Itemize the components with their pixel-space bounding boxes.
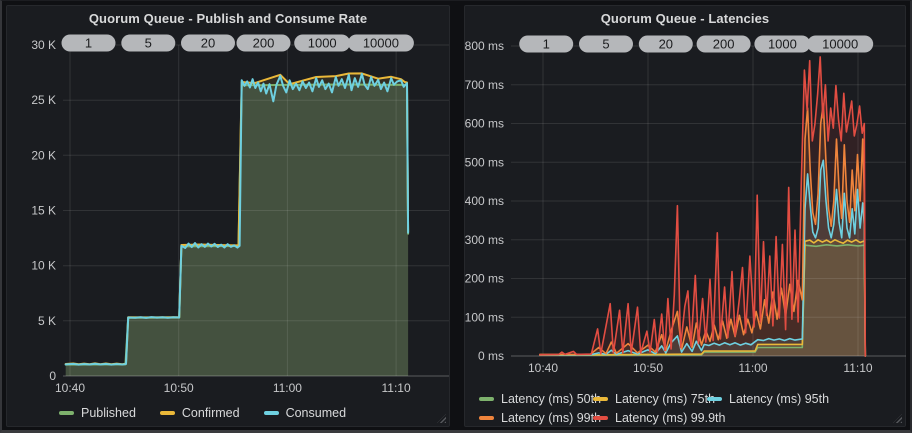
legend-item[interactable]: Confirmed	[159, 405, 240, 420]
panel-resize-handle-icon[interactable]	[437, 414, 446, 423]
y-tick-label: 0	[49, 369, 56, 383]
legend-label: Latency (ms) 50th	[501, 391, 602, 406]
legend-label: Latency (ms) 95th	[729, 391, 830, 406]
x-tick-label: 11:10	[382, 381, 411, 395]
y-tick-label: 100 ms	[465, 310, 504, 324]
y-tick-label: 15 K	[31, 204, 56, 218]
legend-item[interactable]: Latency (ms) 99th	[479, 411, 601, 425]
annotation-pill-label[interactable]: 20	[659, 37, 673, 52]
annotation-pill-label[interactable]: 1	[85, 36, 92, 51]
annotation-pill[interactable]	[347, 34, 414, 52]
x-tick-label: 11:10	[843, 361, 872, 375]
x-tick-label: 11:00	[738, 361, 767, 375]
x-tick-label: 10:50	[164, 381, 194, 395]
annotation-markers: 1 5 20 200 1000 10000	[61, 34, 414, 52]
y-tick-label: 300 ms	[465, 233, 504, 247]
legend-label: Consumed	[285, 405, 347, 420]
legend: Latency (ms) 50th Latency (ms) 75th Latenc…	[479, 389, 829, 427]
panel-title[interactable]: Quorum Queue - Publish and Consume Rate	[88, 11, 368, 26]
y-tick-label: 200 ms	[465, 272, 504, 286]
y-tick-label: 20 K	[31, 148, 56, 162]
y-tick-label: 30 K	[31, 38, 56, 52]
legend-swatch-icon	[593, 396, 608, 401]
y-tick-label: 400 ms	[465, 194, 504, 208]
latencies-chart[interactable]: 0 ms 100 ms 200 ms 300 ms 400 ms 500 ms 600 ms…	[465, 6, 906, 426]
y-tick-label: 500 ms	[465, 155, 504, 169]
annotation-pill[interactable]	[519, 35, 574, 53]
legend-item[interactable]: Published	[59, 406, 136, 420]
legend-row: Latency (ms) 99th Latency (ms) 99.9th	[479, 408, 821, 427]
panel-publish-consume-rate: Quorum Queue - Publish and Consume Rate …	[6, 5, 450, 427]
series-line	[539, 239, 867, 357]
y-tick-label: 25 K	[31, 93, 56, 107]
annotation-pill[interactable]	[579, 35, 633, 53]
series-line	[64, 72, 410, 366]
annotation-pill-label[interactable]: 200	[253, 36, 275, 51]
annotation-pill-label[interactable]: 10000	[822, 37, 858, 52]
y-tick-label: 5 K	[38, 314, 56, 328]
legend-swatch-icon	[263, 410, 279, 415]
axis-tick-labels: 0 ms 100 ms 200 ms 300 ms 400 ms 500 ms 600 ms…	[465, 39, 873, 375]
legend-swatch-icon	[707, 396, 722, 401]
legend-item[interactable]: Latency (ms) 75th	[593, 392, 715, 406]
legend-swatch-icon	[159, 410, 175, 415]
y-tick-label: 10 K	[31, 259, 56, 273]
legend-item[interactable]: Consumed	[263, 405, 347, 420]
legend: Published Confirmed Consumed	[59, 403, 370, 422]
series-lines	[539, 56, 867, 357]
annotation-pill[interactable]	[121, 34, 176, 52]
legend-label: Latency (ms) 99th	[501, 410, 602, 425]
panel-title[interactable]: Quorum Queue - Latencies	[600, 11, 770, 26]
series-line	[539, 159, 867, 357]
annotation-pill-label[interactable]: 1000	[308, 36, 337, 51]
legend-item[interactable]: Latency (ms) 99.9th	[593, 411, 725, 425]
y-tick-label: 800 ms	[465, 39, 504, 53]
series-fills	[539, 56, 866, 357]
series-fills	[65, 73, 409, 377]
annotation-pill[interactable]	[236, 34, 291, 52]
annotation-pill-label[interactable]: 5	[145, 36, 152, 51]
legend-item[interactable]: Latency (ms) 95th	[707, 392, 829, 406]
x-tick-label: 11:00	[273, 381, 302, 395]
legend-label: Latency (ms) 99.9th	[615, 410, 726, 425]
legend-label: Confirmed	[181, 405, 240, 420]
annotation-pill[interactable]	[696, 35, 751, 53]
panel-resize-handle-icon[interactable]	[893, 414, 902, 423]
legend-swatch-icon	[59, 410, 74, 415]
annotation-pill-label[interactable]: 20	[201, 36, 215, 51]
annotation-pill[interactable]	[638, 35, 693, 53]
publish-consume-rate-chart[interactable]: 0 5 K 10 K 15 K 20 K 25 K 30 K 10:40 10:50 11:00 1…	[7, 6, 449, 426]
legend-swatch-icon	[479, 415, 494, 420]
axis-tick-labels: 0 5 K 10 K 15 K 20 K 25 K 30 K 10:40 10:50 11:00 1…	[31, 38, 411, 395]
annotation-pill-label[interactable]: 1000	[768, 37, 797, 52]
y-tick-label: 0 ms	[478, 349, 504, 363]
legend-swatch-icon	[593, 415, 608, 420]
annotation-pill-label[interactable]: 200	[713, 37, 735, 52]
annotation-pill-label[interactable]: 10000	[363, 36, 399, 51]
annotation-pill[interactable]	[754, 35, 811, 53]
series-line	[539, 56, 867, 357]
annotation-pill[interactable]	[181, 34, 235, 52]
legend-row: Latency (ms) 50th Latency (ms) 75th Latenc…	[479, 389, 829, 408]
annotation-pill-label[interactable]: 5	[602, 37, 609, 52]
annotation-pill[interactable]	[61, 34, 116, 52]
y-tick-label: 600 ms	[465, 117, 504, 131]
x-tick-label: 10:50	[633, 361, 663, 375]
x-tick-label: 10:40	[55, 381, 85, 395]
legend-swatch-icon	[479, 396, 494, 401]
annotation-markers: 1 5 20 200 1000 10000	[519, 35, 874, 53]
panel-latencies: Quorum Queue - Latencies 0 ms 100 ms 200 m…	[464, 5, 906, 427]
legend-label: Published	[81, 405, 136, 420]
series-lines	[64, 72, 410, 366]
legend-label: Latency (ms) 75th	[615, 391, 716, 406]
legend-item[interactable]: Latency (ms) 50th	[479, 392, 601, 406]
annotation-pill-label[interactable]: 1	[543, 37, 550, 52]
annotation-pill[interactable]	[807, 35, 874, 53]
annotation-pill[interactable]	[294, 34, 351, 52]
legend-row: Published Confirmed Consumed	[59, 403, 370, 422]
y-tick-label: 700 ms	[465, 78, 504, 92]
x-tick-label: 10:40	[528, 361, 558, 375]
